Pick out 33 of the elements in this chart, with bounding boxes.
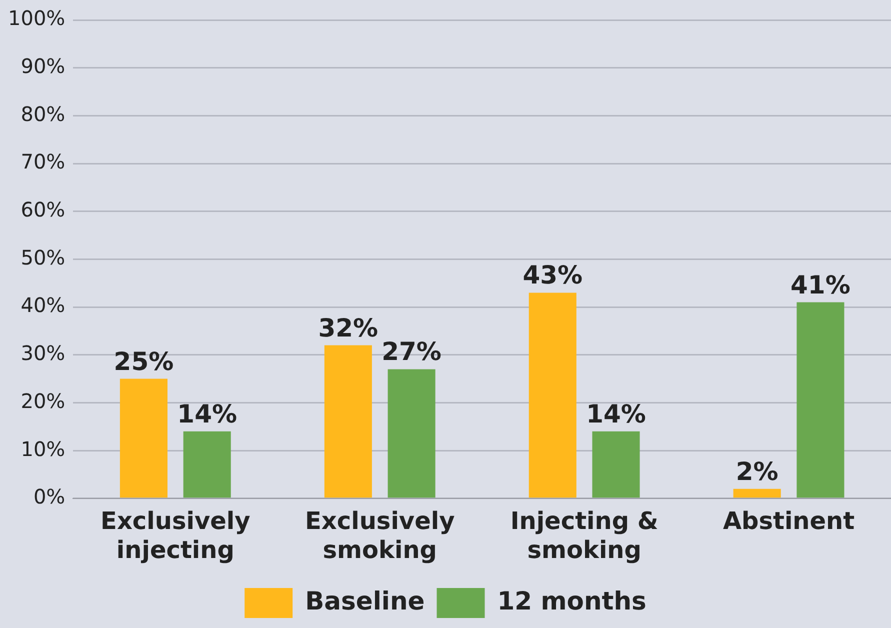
bar <box>592 431 640 498</box>
y-tick-label: 80% <box>20 102 66 126</box>
bar <box>120 378 168 498</box>
data-label: 2% <box>736 456 778 486</box>
bar <box>388 369 436 498</box>
data-label: 41% <box>790 270 850 300</box>
bar <box>796 302 844 498</box>
y-tick-label: 100% <box>8 6 66 30</box>
x-tick-label: Abstinent <box>722 507 855 536</box>
bar <box>183 431 231 498</box>
x-tick-label: Exclusively injecting <box>100 507 251 564</box>
legend-label: Baseline <box>305 586 425 616</box>
legend-label: 12 months <box>497 586 646 616</box>
bar <box>324 345 372 498</box>
x-tick-label: Injecting & smoking <box>510 507 658 564</box>
y-tick-label: 70% <box>20 150 66 174</box>
data-label: 32% <box>318 313 378 342</box>
y-tick-label: 60% <box>20 198 66 222</box>
y-tick-label: 30% <box>20 341 66 366</box>
y-tick-label: 40% <box>20 293 66 318</box>
y-tick-label: 10% <box>20 436 66 461</box>
x-tick-label: Exclusively smoking <box>305 507 456 564</box>
data-label: 14% <box>586 399 646 428</box>
data-label: 14% <box>177 399 238 428</box>
bar <box>528 292 576 498</box>
data-label: 43% <box>522 260 583 290</box>
data-label: 27% <box>382 337 442 366</box>
bar <box>733 488 781 498</box>
y-tick-label: 50% <box>20 245 66 270</box>
data-label: 25% <box>114 346 174 376</box>
y-tick-label: 90% <box>20 54 66 78</box>
y-tick-label: 0% <box>33 484 66 509</box>
y-tick-label: 20% <box>20 388 66 413</box>
